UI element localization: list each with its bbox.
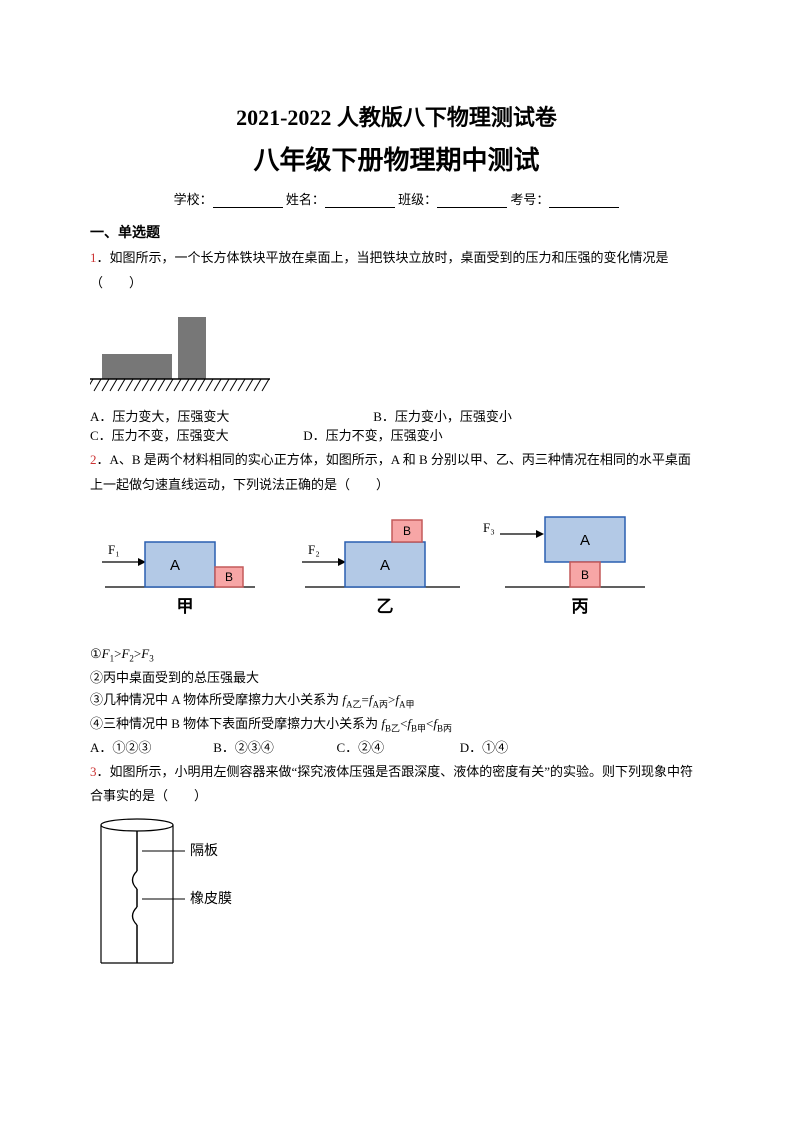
q2-opt-b[interactable]: B．②③④ [213, 737, 333, 756]
label-class: 班级： [398, 192, 437, 207]
title-line-2: 八年级下册物理期中测试 [90, 140, 703, 177]
q1-opt-a[interactable]: A．压力变大，压强变大 [90, 406, 370, 425]
section-header-1: 一、单选题 [90, 222, 703, 242]
blank-school[interactable] [213, 193, 283, 208]
svg-text:乙: 乙 [377, 597, 394, 616]
q3-text: ．如图所示，小明用左侧容器来做“探究液体压强是否跟深度、液体的密度有关”的实验。… [90, 764, 693, 804]
q2-item-1: ①F1>F2>F3 [90, 643, 703, 667]
q2-item-2: ②丙中桌面受到的总压强最大 [90, 667, 703, 689]
q1-block: 1．如图所示，一个长方体铁块平放在桌面上，当把铁块立放时，桌面受到的压力和压强的… [90, 246, 703, 295]
q3-diagram: 隔板 橡皮膜 [90, 813, 703, 978]
label-xpm: 橡皮膜 [190, 891, 232, 907]
label-name: 姓名： [286, 192, 325, 207]
q1-opt-d[interactable]: D．压力不变，压强变小 [303, 425, 442, 444]
blank-exam[interactable] [549, 193, 619, 208]
student-info-row: 学校： 姓名： 班级： 考号： [90, 189, 703, 208]
title-line-1: 2021-2022 人教版八下物理测试卷 [90, 100, 703, 132]
blank-class[interactable] [437, 193, 507, 208]
q3-block: 3．如图所示，小明用左侧容器来做“探究液体压强是否跟深度、液体的密度有关”的实验… [90, 760, 703, 809]
svg-text:A: A [580, 532, 590, 549]
q2-opt-c[interactable]: C．②④ [337, 737, 457, 756]
q2-opt-d[interactable]: D．①④ [460, 737, 508, 756]
svg-text:B: B [225, 570, 233, 584]
svg-text:F₁: F₁ [108, 542, 120, 557]
q2-opt-a[interactable]: A．①②③ [90, 737, 210, 756]
q2-item-3: ③几种情况中 A 物体所受摩擦力大小关系为 fA乙=fA丙>fA甲 [90, 689, 703, 713]
q1-text: ．如图所示，一个长方体铁块平放在桌面上，当把铁块立放时，桌面受到的压力和压强的变… [90, 250, 669, 290]
svg-text:A: A [380, 557, 390, 574]
q2-item-4: ④三种情况中 B 物体下表面所受摩擦力大小关系为 fB乙<fB甲<fB丙 [90, 713, 703, 737]
svg-text:B: B [403, 524, 411, 538]
svg-text:B: B [581, 568, 589, 582]
label-exam: 考号： [510, 192, 549, 207]
q1-diagram [90, 299, 703, 400]
q1-opt-b[interactable]: B．压力变小，压强变小 [373, 406, 512, 425]
q2-statements: ①F1>F2>F3 ②丙中桌面受到的总压强最大 ③几种情况中 A 物体所受摩擦力… [90, 643, 703, 737]
label-geban: 隔板 [190, 843, 218, 859]
svg-text:F₃: F₃ [483, 520, 495, 535]
svg-text:F₂: F₂ [308, 542, 320, 557]
svg-text:A: A [170, 557, 180, 574]
q1-opt-c[interactable]: C．压力不变，压强变大 [90, 425, 300, 444]
label-school: 学校： [174, 192, 213, 207]
svg-text:甲: 甲 [177, 597, 194, 616]
q2-block: 2．A、B 是两个材料相同的实心正方体，如图所示，A 和 B 分别以甲、乙、丙三… [90, 448, 703, 497]
q2-text: ．A、B 是两个材料相同的实心正方体，如图所示，A 和 B 分别以甲、乙、丙三种… [90, 452, 691, 492]
q2-diagram: F₁ A B 甲 F₂ A B 乙 F₃ A B 丙 [90, 502, 703, 637]
blank-name[interactable] [325, 193, 395, 208]
svg-text:丙: 丙 [572, 597, 589, 616]
q1-options: A．压力变大，压强变大 B．压力变小，压强变小 C．压力不变，压强变大 D．压力… [90, 406, 703, 444]
q2-options: A．①②③ B．②③④ C．②④ D．①④ [90, 737, 703, 756]
